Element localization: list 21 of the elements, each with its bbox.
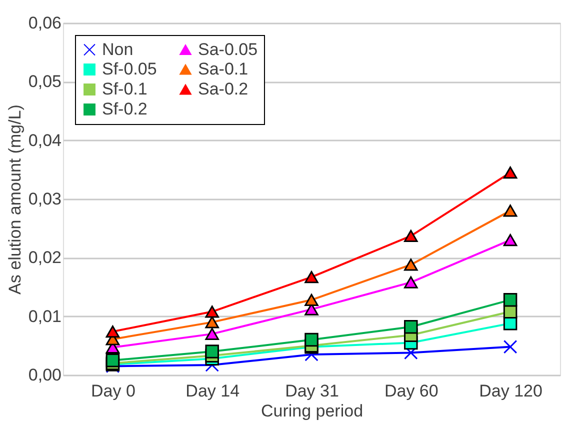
legend-label: Sf-0.2 xyxy=(102,100,148,118)
x-axis-title: Curing period xyxy=(260,402,364,420)
x-tick-label: Day 120 xyxy=(479,382,542,400)
x-tick-label: Day 0 xyxy=(90,382,136,400)
legend-label: Sa-0.2 xyxy=(198,80,248,98)
x-tick-label: Day 31 xyxy=(285,382,339,400)
x-tick-label: Day 14 xyxy=(186,382,240,400)
y-tick-label: 0,05 xyxy=(28,72,62,92)
y-tick-label: 0,01 xyxy=(28,306,62,326)
y-axis-title: As elution amount (mg/L) xyxy=(5,104,24,294)
legend-label: Sf-0.1 xyxy=(102,80,148,98)
legend-label: Sf-0.05 xyxy=(102,60,157,78)
y-tick-label: 0,00 xyxy=(28,366,62,384)
y-tick-label: 0,06 xyxy=(28,14,62,32)
x-tick-label: Day 60 xyxy=(384,382,438,400)
legend-label: Sa-0.1 xyxy=(198,60,248,78)
y-tick-label: 0,02 xyxy=(28,248,62,268)
y-tick-label: 0,03 xyxy=(28,190,62,208)
legend-label: Sa-0.05 xyxy=(198,40,258,59)
y-tick-label: 0,04 xyxy=(28,130,62,150)
legend-label: Non xyxy=(102,40,134,59)
